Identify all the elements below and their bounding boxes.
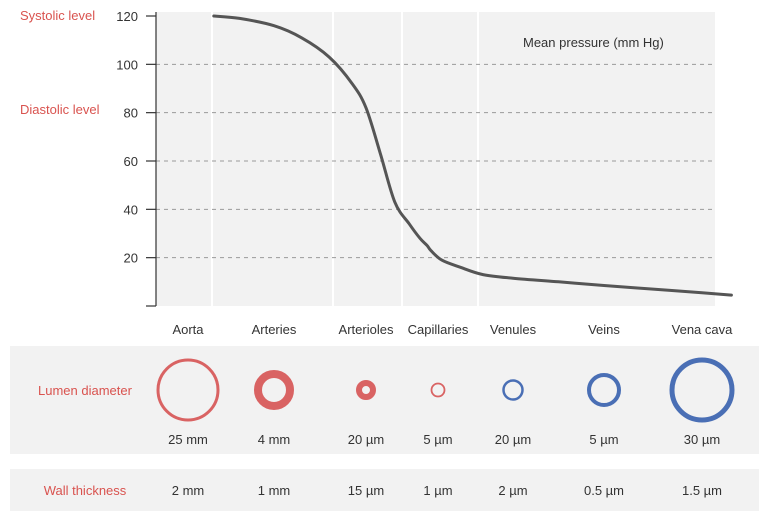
wall-thickness-value: 1.5 µm — [681, 483, 722, 498]
y-tick-label: 20 — [124, 251, 138, 266]
pressure-chart: 20 40 60 80 100 120 Mean pressure (mm Hg) — [116, 9, 733, 307]
lumen-value: 20 µm — [494, 432, 532, 447]
lumen-circle-icon — [156, 358, 220, 422]
lumen-diameter-panel: Lumen diameter 25 mm 4 mm 20 µm 5 µm 20 µm 5 … — [10, 346, 759, 454]
wall-thickness-value: 0.5 µm — [583, 483, 624, 498]
lumen-circle-icon — [669, 357, 735, 423]
lumen-diameter-label: Lumen diameter — [38, 383, 132, 398]
lumen-value: 5 µm — [423, 432, 453, 447]
vessel-name-label: Veins — [588, 322, 620, 337]
lumen-circle-icon — [356, 380, 376, 400]
wall-thickness-value: 15 µm — [347, 483, 385, 498]
vessel-name-label: Capillaries — [407, 322, 469, 337]
wall-thickness-label: Wall thickness — [43, 483, 127, 498]
systolic-level-label: Systolic level — [20, 8, 96, 23]
diastolic-level-label: Diastolic level — [20, 102, 100, 117]
lumen-value: 30 µm — [683, 432, 721, 447]
lumen-value: 5 µm — [589, 432, 619, 447]
wall-thickness-value: 1 mm — [257, 483, 291, 498]
lumen-icons — [156, 357, 735, 423]
plot-background — [156, 12, 715, 306]
wall-thickness-panel: Wall thickness 2 mm 1 mm 15 µm 1 µm 2 µm 0.5 … — [10, 469, 759, 511]
wall-thickness-value: 1 µm — [423, 483, 453, 498]
gridlines — [156, 63, 715, 259]
mean-pressure-curve — [212, 14, 733, 297]
y-tick-label: 80 — [124, 106, 138, 121]
lumen-value: 4 mm — [257, 432, 291, 447]
y-ticks: 20 40 60 80 100 120 — [116, 9, 156, 307]
vessel-name-label: Aorta — [172, 322, 204, 337]
wall-thickness-value: 2 mm — [171, 483, 205, 498]
lumen-circle-icon — [502, 379, 524, 401]
vessel-name-label: Arterioles — [338, 322, 394, 337]
y-tick-label: 40 — [124, 202, 138, 217]
vessel-name-label: Vena cava — [671, 322, 733, 337]
annotation-mean-pressure: Mean pressure (mm Hg) — [523, 35, 664, 50]
lumen-circle-icon — [587, 373, 621, 407]
y-tick-label: 120 — [116, 9, 138, 24]
wall-thickness-value: 2 µm — [498, 483, 528, 498]
lumen-circle-icon — [254, 370, 294, 410]
y-tick-label: 100 — [116, 57, 138, 72]
vessel-name-label: Arteries — [251, 322, 297, 337]
lumen-value: 20 µm — [347, 432, 385, 447]
lumen-value: 25 mm — [168, 432, 208, 447]
lumen-circle-icon — [430, 382, 446, 398]
vessel-name-label: Venules — [489, 322, 537, 337]
y-tick-label: 60 — [124, 154, 138, 169]
